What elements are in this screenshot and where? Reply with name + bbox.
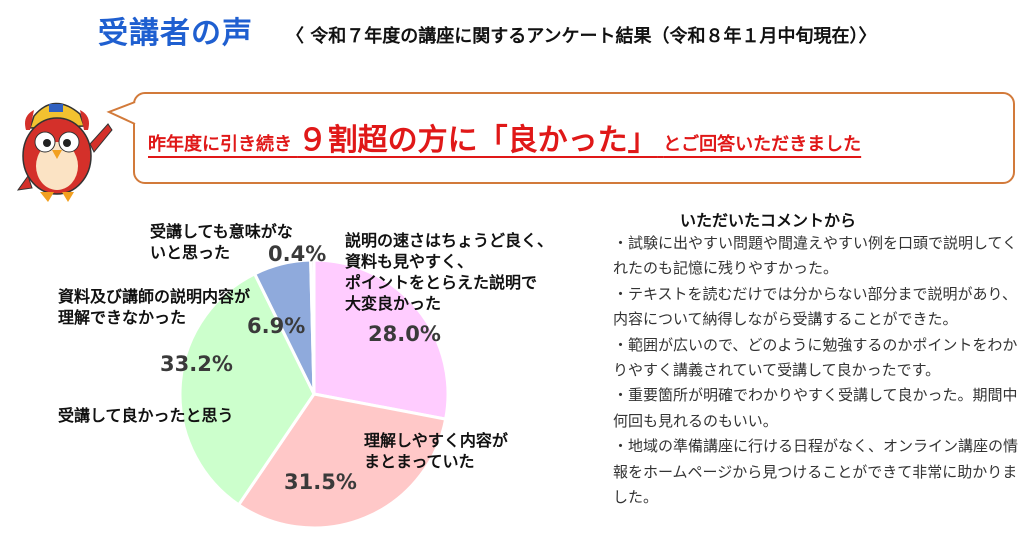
pie-chart [178,258,450,530]
slice-label-meaningless: 受講しても意味がな いと思った [150,222,293,262]
slice-value-glad-attended: 33.2% [160,352,233,376]
comment-item: ・試験に出やすい問題や間違えやすい例を口頭で説明してくれたのも記憶に残りやすかっ… [613,234,1018,278]
banner-part-3: とご回答いただきました [663,134,862,155]
comment-item: ・重要箇所が明確でわかりやすく受講して良かった。期間中何回も見れるのもいい。 [613,386,1018,430]
slice-value-very-good: 28.0% [368,322,441,346]
banner-part-1: 昨年度に引き続き [148,134,292,155]
page-title: 受講者の声 [98,16,253,51]
pie-slice-glad-attended [178,271,316,507]
slice-value-easy-to-understand: 31.5% [284,470,357,494]
banner-text: 昨年度に引き続き ９割超の方に「良かった」 とご回答いただきました [148,115,861,159]
comment-item: ・地域の準備講座に行ける日程がなく、オンライン講座の情報をホームページから見つけ… [613,437,1019,507]
banner-callout [133,92,1015,184]
slice-value-meaningless: 0.4% [268,242,327,266]
pie-slice-very-good [312,258,450,421]
pie-slice-meaningless [309,258,316,395]
comments-title: いただいたコメントから [680,211,857,230]
pie-slice-easy-to-understand [236,392,448,530]
slice-label-very-good: 説明の速さはちょうど良く、 資料も見やすく、 ポイントをとらえた説明で 大変良か… [345,231,554,313]
slice-label-not-understood: 資料及び講師の説明内容が 理解できなかった [58,287,251,327]
page-subtitle: 〈 令和７年度の講座に関するアンケート結果（令和８年１月中旬現在）〉 [286,26,877,47]
comment-item: ・テキストを読むだけでは分からない部分まで説明があり、内容について納得しながら受… [613,284,1017,329]
mascot-icon [16,102,113,202]
slice-label-easy-to-understand: 理解しやすく内容が まとまっていた [364,431,508,471]
comments-list: ・試験に出やすい問題や間違えやすい例を口頭で説明してくれたのも記憶に残りやすかっ… [613,231,1018,510]
callout-tail-icon [106,101,136,125]
comment-item: ・範囲が広いので、どのように勉強するのかポイントをわかりやすく講義されていて受講… [613,335,1018,380]
banner-part-2: ９割超の方に「良かった」 [297,123,658,158]
slice-value-not-understood: 6.9% [247,314,306,338]
slice-label-glad-attended: 受講して良かったと思う [58,406,234,425]
